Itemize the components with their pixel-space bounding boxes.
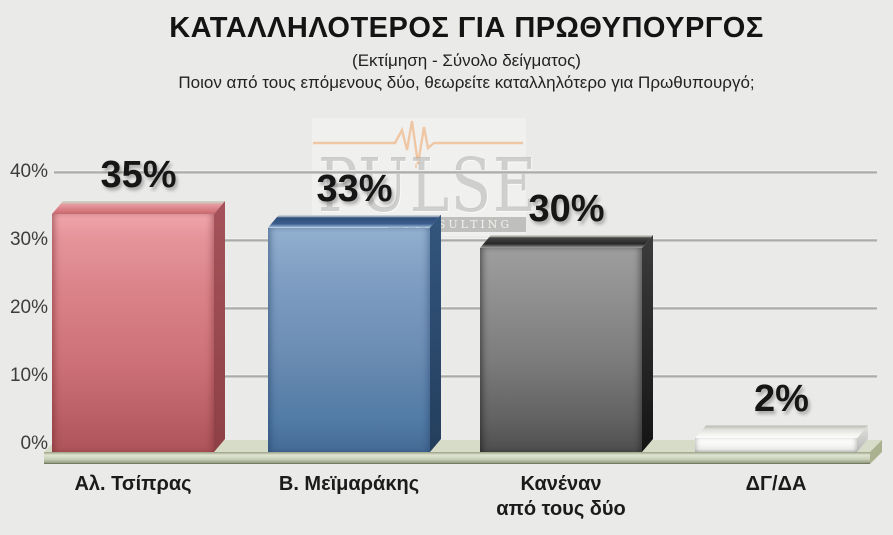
y-tick-label: 10% [9,365,48,386]
bar-category-label: Κανέναν από τους δύο [496,473,626,520]
bar-value-label: 2% [754,378,809,421]
chart-subtitle: (Εκτίμηση - Σύνολο δείγματος) [352,51,581,70]
y-tick-label: 0% [20,433,48,454]
bar-front-face-red [52,214,214,452]
bar-side-face-gray [642,235,653,452]
bar-top-face-blue [268,214,441,228]
gridline [54,238,877,242]
bar-value-label: 35% [100,154,177,196]
bar-front-face-blue [268,227,430,452]
bar-category-label: Β. Μεϊμαράκης [278,473,420,495]
pulse-heartbeat-icon [313,120,523,168]
bar-value-label: 33% [316,167,393,210]
bar-front-face-gray [480,248,642,452]
bar-side-face-white [857,425,868,452]
gridline [54,374,877,378]
chart-question: Ποιον από τους επόμενους δύο, θεωρείτε κ… [178,73,755,92]
bar-top-face-gray [480,235,653,248]
y-tick-label: 30% [9,229,48,250]
gridline [54,170,877,174]
chart-title: ΚΑΤΑΛΛΗΛΟΤΕΡΟΣ ΓΙΑ ΠΡΩΘΥΠΟΥΡΓΟΣ [169,12,764,44]
bar-top-face-red [52,201,225,214]
bar-value-label: 30% [528,188,605,230]
watermark-brand-text: PULSE [318,143,538,229]
bar-top-face-white [695,425,868,439]
bar-front-face-white [695,438,857,452]
y-tick-label: 20% [9,297,48,318]
chart-header: ΚΑΤΑΛΛΗΛΟΤΕΡΟΣ ΓΙΑ ΠΡΩΘΥΠΟΥΡΓΟΣ (Εκτίμησ… [40,0,893,93]
bar-side-face-red [214,201,225,452]
gridline [54,306,877,310]
bar-side-face-blue [430,214,441,452]
bar-category-label: ΔΓ/ΔΑ [745,473,807,495]
bar-category-label: Αλ. Τσίπρας [74,473,192,495]
y-tick-label: 40% [9,161,48,182]
